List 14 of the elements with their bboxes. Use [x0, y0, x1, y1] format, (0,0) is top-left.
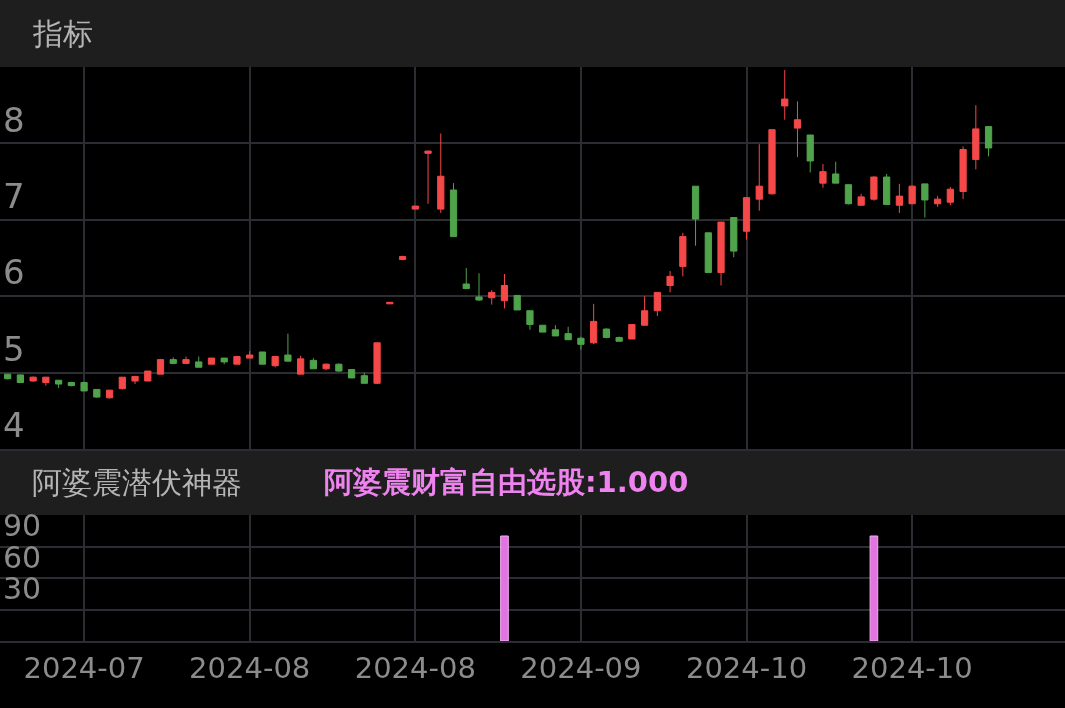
x-tick-label: 2024-10 — [685, 650, 808, 685]
y-tick-label: 5 — [3, 328, 25, 369]
x-tick-label: 2024-08 — [354, 650, 476, 685]
y-tick-label: 6 — [3, 252, 25, 293]
x-tick-label: 2024-07 — [23, 650, 145, 685]
y-tick-label: 4 — [3, 405, 25, 446]
x-tick-label: 2024-08 — [189, 650, 311, 685]
x-tick-label: 2024-09 — [520, 650, 642, 685]
chart-title: 阿婆震潜伏神器 — [32, 465, 242, 500]
y-tick-label: 8 — [3, 99, 25, 140]
x-tick-label: 2024-10 — [851, 650, 973, 685]
y-tick-label: 7 — [3, 175, 25, 216]
text: 阿婆震财富自由选股:1.000 — [324, 465, 689, 499]
chart-title: 指标 — [32, 16, 93, 51]
